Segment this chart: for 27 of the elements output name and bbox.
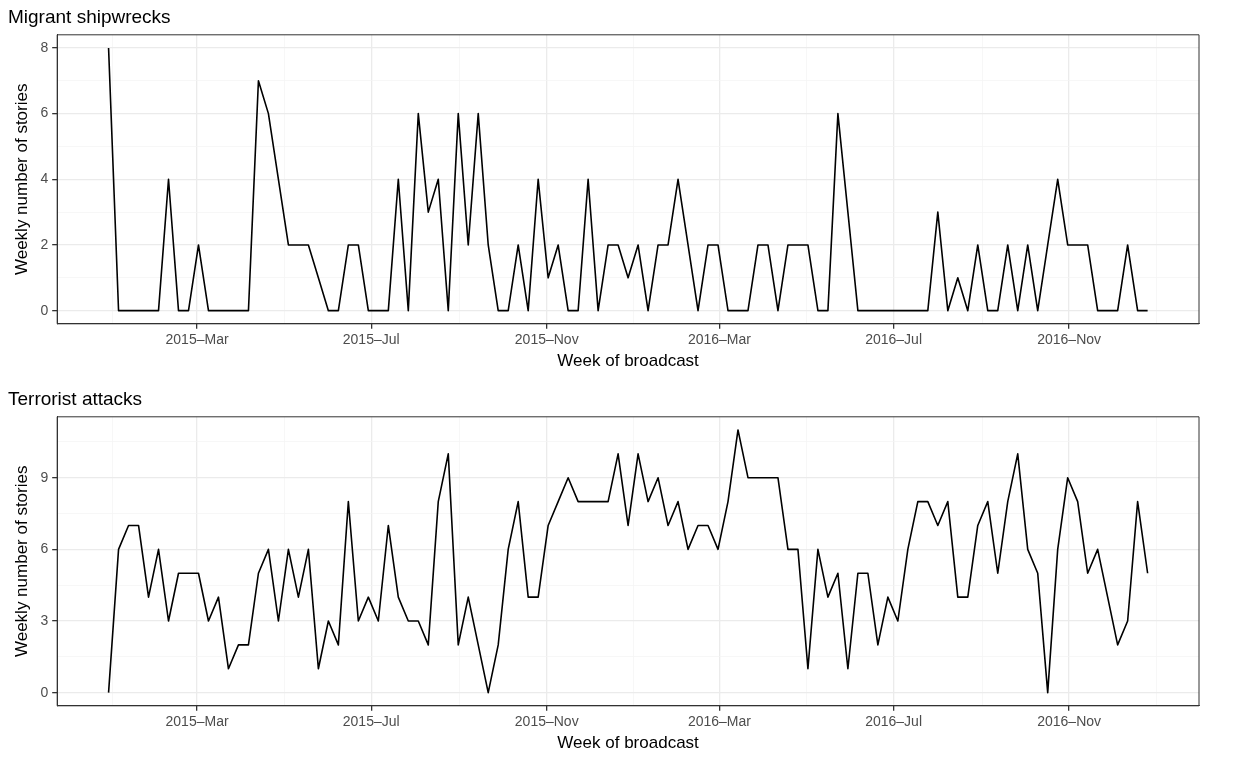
x-tick-label: 2015–Nov	[514, 331, 579, 348]
x-tick-label: 2015–Nov	[514, 713, 579, 730]
x-tick-label: 2016–Mar	[687, 331, 752, 348]
x-tick-label: 2016–Jul	[865, 331, 922, 348]
x-tick-label: 2016–Mar	[687, 713, 752, 730]
y-tick-label: 4	[40, 170, 49, 187]
y-tick-label: 9	[40, 468, 49, 485]
y-tick-label: 0	[40, 683, 49, 700]
y-tick-label: 0	[40, 301, 49, 318]
y-tick-label: 2	[40, 235, 49, 252]
x-tick-label: 2015–Mar	[165, 713, 229, 730]
x-tick-label: 2015–Mar	[165, 331, 229, 348]
x-tick-label: 2015–Jul	[342, 331, 400, 348]
chart-title: Migrant shipwrecks	[8, 5, 171, 27]
x-axis-title: Week of broadcast	[557, 733, 700, 753]
x-tick-label: 2016–Jul	[865, 713, 922, 730]
y-axis-title: Weekly number of stories	[11, 83, 31, 276]
x-tick-label: 2016–Nov	[1037, 331, 1102, 348]
chart-title: Terrorist attacks	[8, 387, 143, 409]
x-tick-label: 2016–Nov	[1037, 713, 1102, 730]
x-tick-label: 2015–Jul	[342, 713, 400, 730]
y-tick-label: 6	[40, 540, 49, 557]
y-axis-title: Weekly number of stories	[11, 465, 31, 658]
y-tick-label: 6	[40, 104, 49, 121]
y-tick-label: 8	[40, 38, 49, 55]
y-tick-label: 3	[40, 611, 49, 628]
x-axis-title: Week of broadcast	[557, 351, 700, 371]
